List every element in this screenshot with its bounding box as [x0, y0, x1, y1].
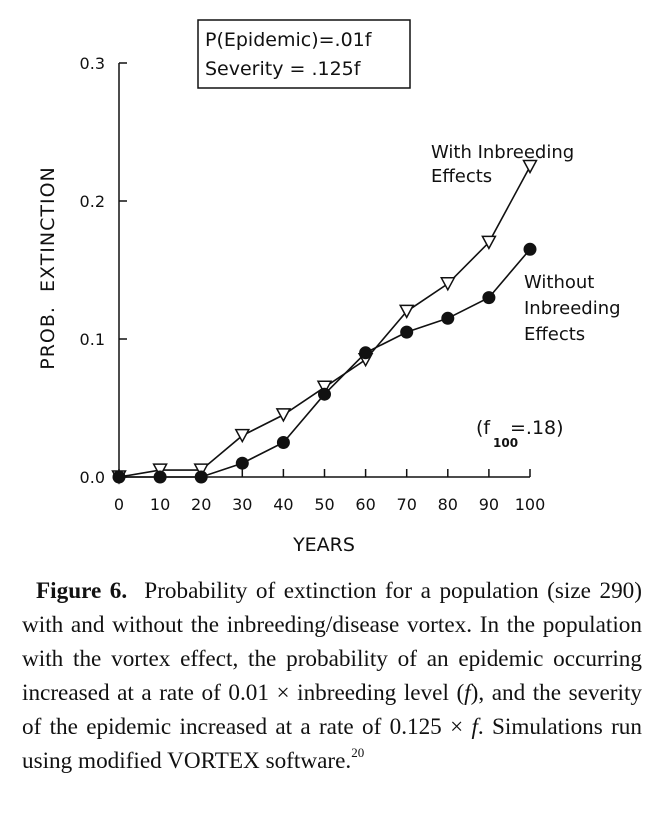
data-point-triangle [481, 235, 497, 250]
series-with-inbreeding [111, 159, 538, 485]
y-axis-label: PROB. EXTINCTION [37, 166, 59, 370]
data-point-triangle [440, 277, 456, 292]
label-with-line-1: With Inbreeding [431, 142, 574, 163]
label-without-inbreeding: Without Inbreeding Effects [524, 272, 621, 345]
extinction-chart: P(Epidemic)=.01f Severity = .125f PROB. … [37, 19, 621, 556]
label-with-line-2: Effects [431, 166, 492, 187]
x-tick-label: 50 [314, 495, 334, 514]
y-tick-label: 0.3 [80, 54, 105, 73]
x-tick-label: 60 [355, 495, 375, 514]
data-point-triangle [316, 380, 333, 395]
series-layer [111, 159, 538, 485]
data-point-circle [523, 242, 537, 256]
box-line-2: Severity = .125f [205, 58, 362, 80]
data-point-triangle [275, 408, 292, 423]
y-tick-label: 0.2 [80, 192, 105, 211]
x-tick-label: 0 [114, 495, 124, 514]
label-without-line-2: Inbreeding [524, 298, 621, 319]
data-point-circle [112, 470, 126, 484]
box-line-1: P(Epidemic)=.01f [205, 29, 373, 51]
y-ticks: 0.0 0.1 0.2 0.3 [80, 54, 127, 487]
label-without-line-1: Without [524, 272, 594, 293]
x-tick-label: 20 [191, 495, 211, 514]
parameter-box: P(Epidemic)=.01f Severity = .125f [197, 19, 411, 89]
data-point-triangle [398, 304, 415, 319]
figure-label: Figure 6. [36, 578, 128, 604]
x-tick-label: 100 [515, 495, 546, 514]
caption-f-2: f [471, 714, 478, 740]
data-point-circle [400, 325, 414, 339]
y-tick-label: 0.0 [80, 468, 105, 487]
caption-text-2: ), and the severity of the epidemic incr… [22, 680, 642, 740]
data-point-circle [441, 311, 455, 325]
f100-note: (f 100 =.18) [476, 417, 564, 450]
data-point-triangle [234, 428, 251, 444]
data-point-triangle [193, 463, 209, 478]
data-point-circle [318, 387, 331, 401]
data-point-triangle [522, 159, 538, 175]
x-axis-label: YEARS [292, 534, 355, 556]
series-line [119, 248, 531, 478]
x-tick-label: 30 [232, 495, 252, 514]
data-point-triangle [152, 463, 168, 478]
data-point-circle [482, 291, 496, 305]
x-tick-label: 40 [273, 495, 293, 514]
y-tick-label: 0.1 [80, 330, 105, 349]
data-point-circle [153, 470, 167, 484]
figure-caption: Figure 6. Probability of extinction for … [22, 574, 642, 778]
f-note-subscript: 100 [493, 436, 518, 450]
x-ticks: 0 10 20 30 40 50 60 70 80 90 100 [114, 469, 545, 514]
caption-f-1: f [464, 680, 471, 706]
caption-reference: 20 [351, 745, 365, 760]
f-note-close: =.18) [510, 417, 564, 439]
caption-text-3: . Simulations run using modified VORTEX … [22, 714, 642, 774]
data-point-circle [235, 456, 249, 470]
data-point-circle [276, 436, 290, 449]
x-tick-label: 80 [438, 495, 458, 514]
x-tick-label: 70 [397, 495, 417, 514]
x-tick-label: 90 [479, 495, 499, 514]
label-without-line-3: Effects [524, 324, 585, 345]
x-tick-label: 10 [150, 495, 170, 514]
series-without-inbreeding [112, 242, 537, 484]
caption-text-1: Probability of extinction for a populati… [22, 578, 642, 706]
data-point-circle [359, 346, 373, 360]
label-with-inbreeding: With Inbreeding Effects [431, 142, 574, 187]
series-line [118, 166, 531, 478]
data-point-circle [194, 470, 208, 484]
f-note-open: (f [476, 417, 491, 439]
